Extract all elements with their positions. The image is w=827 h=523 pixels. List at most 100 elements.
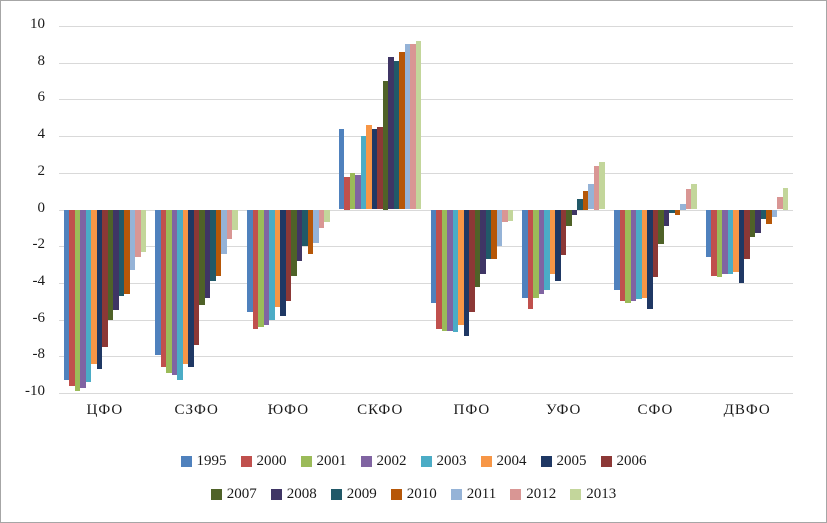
bar-2003-ЮФО [269, 209, 275, 320]
y-axis-tick-label: -4 [32, 273, 46, 289]
legend-swatch-icon [240, 456, 252, 467]
bar-2003-УФО [544, 209, 550, 291]
bar-2002-УФО [538, 209, 545, 294]
bar-2012-ЮФО [318, 209, 325, 228]
bar-2011-СЗФО [221, 209, 227, 254]
bar-2011-СФО [680, 204, 686, 210]
legend-item-2010: 2010 [390, 486, 437, 503]
bar-2010-ЦФО [124, 209, 130, 294]
bar-2012-СЗФО [226, 209, 233, 239]
legend-row-1: 1995 2000 2001 2002 2003 2004 2005 2006 [1, 453, 826, 470]
bar-2001-СФО [625, 209, 631, 304]
legend-swatch-icon [300, 456, 312, 467]
bar-2006-ПФО [469, 209, 475, 313]
bar-2002-СФО [630, 209, 637, 302]
bar-2008-УФО [571, 209, 578, 215]
legend-swatch-icon [450, 489, 462, 500]
bar-2003-СФО [636, 209, 642, 300]
bar-2004-ЮФО [274, 209, 281, 307]
legend-label: 2004 [496, 453, 527, 469]
legend-item-2009: 2009 [330, 486, 377, 503]
gridline [59, 356, 793, 357]
bar-1995-СКФО [338, 128, 345, 210]
bar-2004-УФО [549, 209, 556, 274]
legend-label: 2007 [226, 486, 257, 502]
bar-1995-ЮФО [247, 209, 253, 313]
bar-2005-СЗФО [188, 209, 194, 368]
y-axis-tick-label: -2 [32, 236, 46, 252]
legend-item-2002: 2002 [360, 453, 407, 470]
bar-2001-СЗФО [166, 209, 172, 373]
bar-2013-ЮФО [324, 209, 330, 223]
legend-swatch-icon [390, 489, 402, 500]
bar-2009-СФО [669, 209, 675, 214]
bar-2013-ПФО [507, 209, 514, 221]
gridline [59, 26, 793, 27]
bar-2009-СКФО [393, 60, 400, 210]
bar-2005-УФО [555, 209, 561, 282]
legend-swatch-icon [570, 489, 582, 500]
bar-2007-СКФО [382, 81, 389, 210]
bar-2002-ДВФО [722, 209, 728, 274]
legend-swatch-icon [180, 456, 192, 467]
bar-2012-ПФО [502, 209, 508, 223]
bar-2004-ДВФО [733, 209, 739, 272]
legend-swatch-icon [360, 456, 372, 467]
legend-item-2013: 2013 [570, 486, 616, 503]
bar-2000-УФО [527, 209, 534, 309]
legend-label: 2002 [376, 453, 407, 469]
bar-2000-ДВФО [711, 209, 717, 276]
gridline [59, 246, 793, 247]
y-axis-tick-label: 6 [37, 89, 46, 105]
bar-2000-ЦФО [69, 209, 75, 386]
bar-2002-СЗФО [171, 209, 178, 375]
bar-2002-ЮФО [263, 209, 270, 326]
legend-swatch-icon [510, 489, 522, 500]
bar-1995-СФО [614, 209, 620, 291]
legend-item-2006: 2006 [600, 453, 647, 470]
bar-2004-ЦФО [91, 209, 97, 364]
gridline [59, 99, 793, 100]
gridline [59, 210, 793, 211]
legend-label: 2009 [346, 486, 377, 502]
bar-2009-ДВФО [760, 209, 767, 219]
y-axis-tick-label: 2 [37, 163, 46, 179]
bar-1995-СЗФО [155, 209, 161, 355]
x-axis-label-ПФО: ПФО [453, 402, 491, 418]
legend-label: 2008 [286, 486, 317, 502]
bar-2006-УФО [560, 209, 567, 256]
legend-row-2: 2007 2008 2009 2010 2011 2012 2013 [1, 486, 826, 503]
bar-2001-ЮФО [258, 209, 264, 327]
bar-2011-СКФО [404, 44, 411, 210]
bar-2001-ЦФО [74, 209, 81, 392]
legend-item-2003: 2003 [420, 453, 467, 470]
legend-swatch-icon [480, 456, 492, 467]
legend-item-2001: 2001 [300, 453, 347, 470]
bar-2002-ЦФО [80, 209, 86, 388]
bar-2006-СКФО [377, 126, 383, 210]
bar-2012-УФО [593, 165, 600, 210]
bar-2005-ДВФО [738, 209, 745, 283]
legend-swatch-icon [210, 489, 222, 500]
legend-label: 2011 [466, 486, 497, 502]
bar-2013-СКФО [415, 40, 422, 210]
bar-2010-ЮФО [307, 209, 314, 254]
gridline [59, 173, 793, 174]
legend-item-2008: 2008 [270, 486, 317, 503]
bar-2005-ЮФО [280, 209, 286, 316]
y-axis-tick-label: -8 [32, 346, 46, 362]
legend-item-2012: 2012 [510, 486, 556, 503]
bar-2004-СКФО [366, 125, 372, 210]
bar-2000-СЗФО [160, 209, 167, 368]
gridline [59, 393, 793, 394]
bar-2009-ПФО [485, 209, 492, 259]
bar-2005-СКФО [371, 128, 378, 210]
bar-2003-СЗФО [177, 209, 183, 381]
bar-2006-ЮФО [285, 209, 292, 302]
bar-2006-СФО [652, 209, 659, 278]
bar-2008-ПФО [480, 209, 486, 274]
gridline [59, 320, 793, 321]
x-axis-label-СФО: СФО [637, 402, 674, 418]
